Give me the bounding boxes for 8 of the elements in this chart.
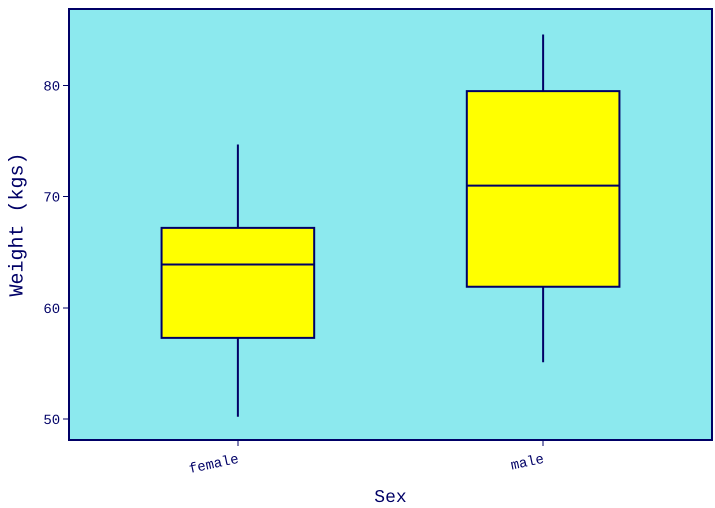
x-axis-title: Sex (374, 488, 407, 508)
x-tick-label: female (188, 452, 240, 478)
y-tick-label: 50 (43, 412, 60, 429)
y-axis-title: Weight (kgs) (6, 152, 30, 297)
y-tick-label: 60 (43, 302, 60, 318)
y-tick-label: 80 (43, 79, 60, 96)
x-tick-label: male (509, 452, 546, 475)
y-tick-label: 70 (43, 190, 60, 207)
